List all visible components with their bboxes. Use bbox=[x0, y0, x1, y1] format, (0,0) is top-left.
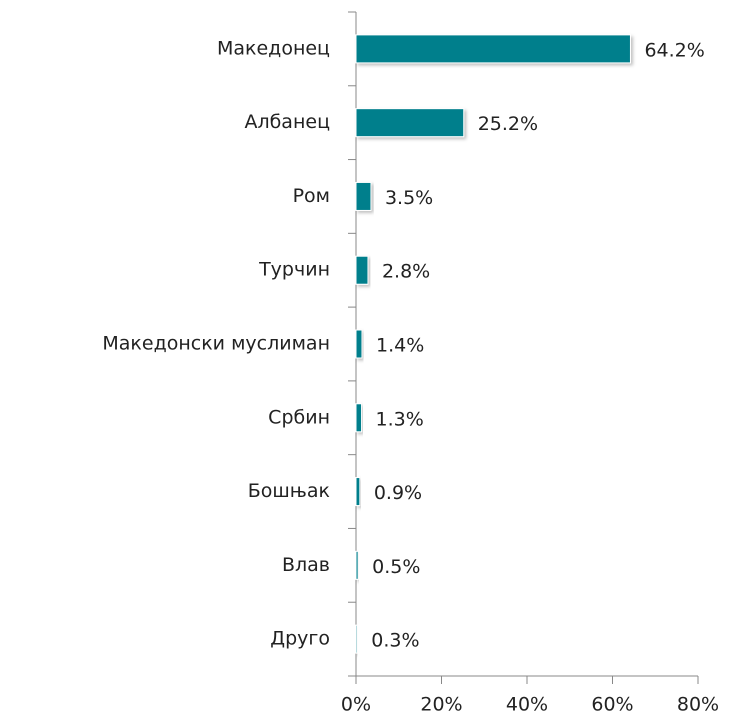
bar bbox=[355, 624, 358, 654]
data-label: 3.5% bbox=[385, 187, 433, 209]
y-tick-label: Друго bbox=[270, 628, 330, 650]
bar bbox=[355, 255, 369, 285]
y-tick-label: Македонски муслиман bbox=[102, 333, 330, 355]
bar bbox=[355, 550, 359, 580]
bar bbox=[355, 403, 363, 433]
y-tick-label: Бошњак bbox=[248, 480, 330, 502]
x-tick-label: 40% bbox=[506, 694, 548, 716]
y-tick-label: Македонец bbox=[217, 37, 330, 59]
x-tick-label: 80% bbox=[677, 694, 719, 716]
y-tick-label: Ром bbox=[293, 185, 330, 207]
x-tick-label: 0% bbox=[341, 694, 371, 716]
bar bbox=[355, 181, 372, 211]
data-label: 0.9% bbox=[374, 482, 422, 504]
data-label: 25.2% bbox=[478, 113, 538, 135]
x-tick-label: 20% bbox=[420, 694, 462, 716]
bar bbox=[355, 108, 465, 138]
data-label: 2.8% bbox=[382, 261, 430, 283]
y-tick-label: Албанец bbox=[244, 111, 330, 133]
data-label: 1.4% bbox=[376, 335, 424, 357]
x-tick-label: 60% bbox=[591, 694, 633, 716]
y-tick-label: Србин bbox=[268, 406, 330, 428]
bar bbox=[355, 477, 361, 507]
data-label: 64.2% bbox=[644, 39, 704, 61]
bar bbox=[355, 34, 631, 64]
y-tick-label: Турчин bbox=[258, 259, 330, 281]
data-label: 0.5% bbox=[372, 556, 420, 578]
y-tick-label: Влав bbox=[282, 554, 330, 576]
bar bbox=[355, 329, 363, 359]
data-label: 1.3% bbox=[376, 408, 424, 430]
data-label: 0.3% bbox=[371, 630, 419, 652]
